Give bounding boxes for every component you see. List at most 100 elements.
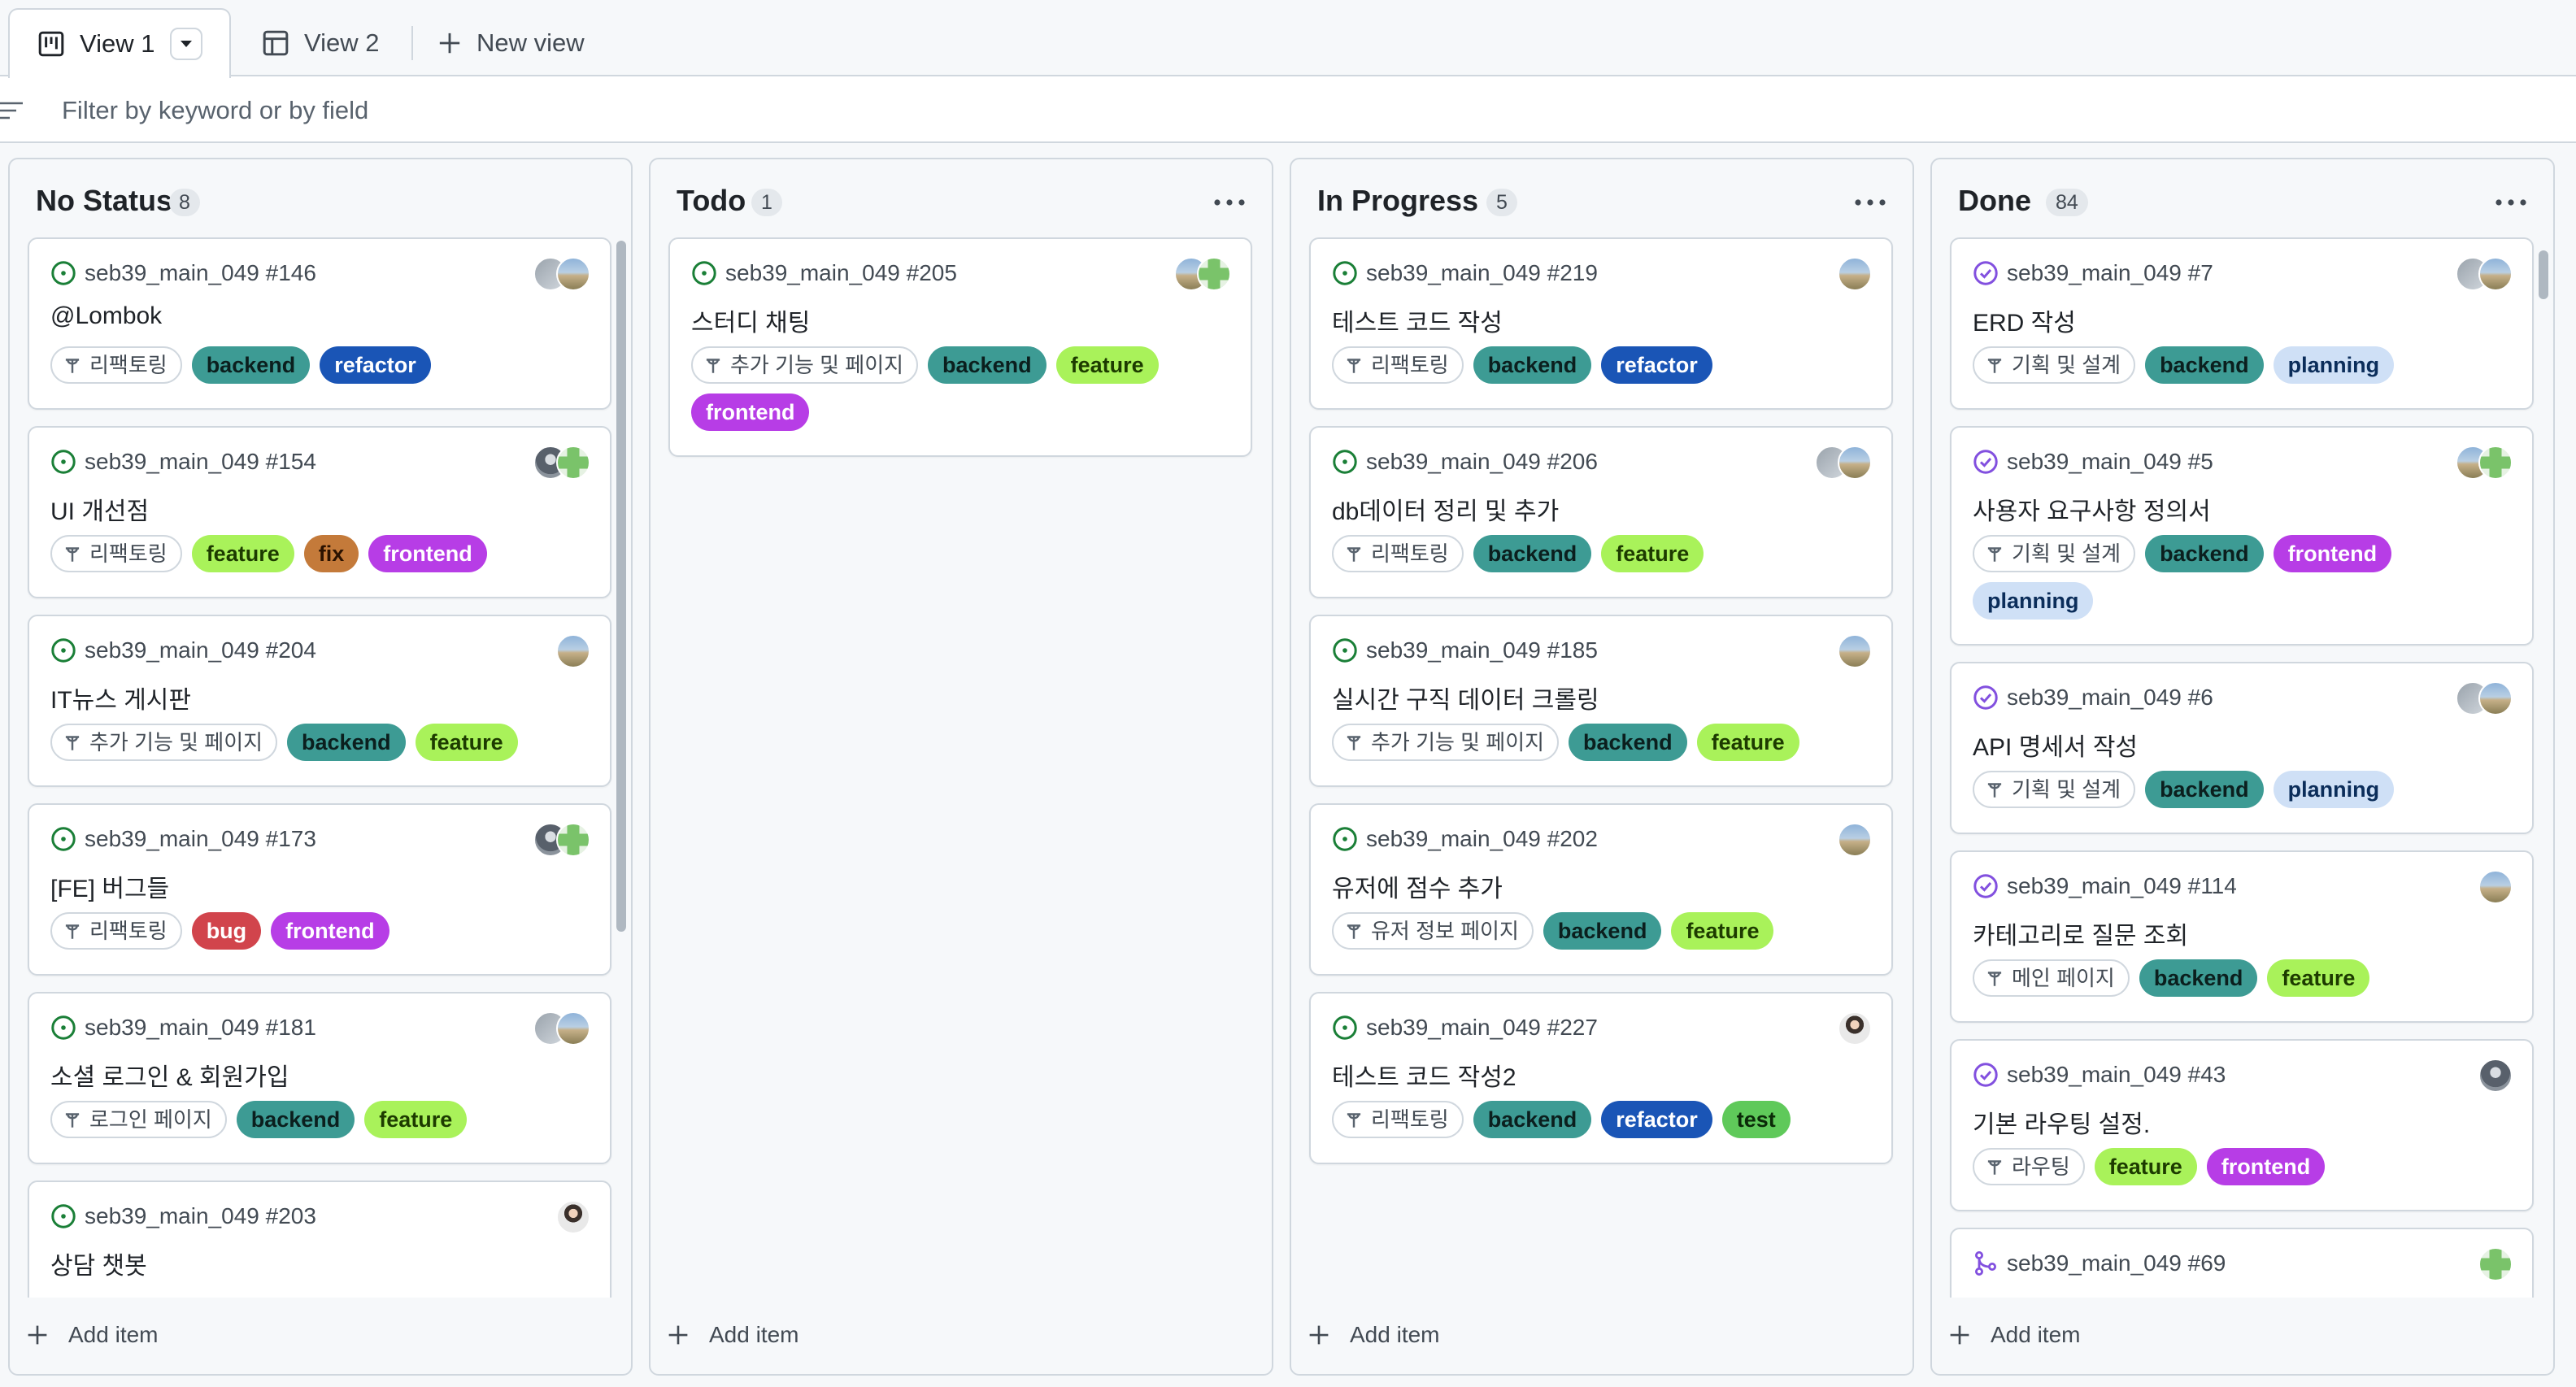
issue-card[interactable]: seb39_main_049 #227 테스트 코드 작성2 리팩토링 backend… bbox=[1309, 992, 1893, 1164]
issue-reference[interactable]: seb39_main_049 #43 bbox=[1973, 1062, 2226, 1088]
issue-reference[interactable]: seb39_main_049 #146 bbox=[50, 260, 316, 286]
label-backend[interactable]: backend bbox=[1473, 1101, 1592, 1138]
label-backend[interactable]: backend bbox=[2139, 959, 2258, 997]
issue-title[interactable]: 스터디 채팅 bbox=[691, 310, 811, 337]
assignee-avatars[interactable] bbox=[2456, 446, 2513, 480]
label-backend[interactable]: backend bbox=[2145, 535, 2264, 572]
issue-reference[interactable]: seb39_main_049 #206 bbox=[1332, 449, 1598, 475]
issue-title[interactable]: [FE] 버그들 bbox=[50, 876, 170, 902]
issue-card[interactable]: seb39_main_049 #202 유저에 점수 추가 유저 정보 페이지 bac… bbox=[1309, 803, 1893, 976]
assignee-avatars[interactable] bbox=[533, 1011, 590, 1046]
assignee-avatars[interactable] bbox=[533, 446, 590, 480]
milestone-pill[interactable]: 기획 및 설계 bbox=[1973, 771, 2136, 808]
issue-title[interactable]: ERD 작성 bbox=[1973, 310, 2076, 337]
issue-title[interactable]: @Lombok bbox=[50, 302, 163, 329]
assignee-avatars[interactable] bbox=[1838, 823, 1872, 857]
milestone-pill[interactable]: 기획 및 설계 bbox=[1973, 346, 2136, 384]
issue-card[interactable]: seb39_main_049 #219 테스트 코드 작성 리팩토링 backend r… bbox=[1309, 237, 1893, 410]
issue-reference[interactable]: seb39_main_049 #205 bbox=[691, 260, 957, 286]
label-backend[interactable]: backend bbox=[928, 346, 1046, 384]
label-frontend[interactable]: frontend bbox=[368, 535, 487, 572]
milestone-pill[interactable]: 로그인 페이지 bbox=[50, 1101, 227, 1138]
label-feature[interactable]: feature bbox=[1601, 535, 1704, 572]
label-planning[interactable]: planning bbox=[2273, 771, 2395, 808]
label-feature[interactable]: feature bbox=[415, 724, 518, 761]
issue-card[interactable]: seb39_main_049 #173 [FE] 버그들 리팩토링 bug fronte… bbox=[28, 803, 611, 976]
label-refactor[interactable]: refactor bbox=[320, 346, 431, 384]
milestone-pill[interactable]: 리팩토링 bbox=[50, 346, 182, 384]
issue-title[interactable]: 유저에 점수 추가 bbox=[1332, 876, 1503, 902]
milestone-pill[interactable]: 메인 페이지 bbox=[1973, 959, 2130, 997]
issue-title[interactable]: IT뉴스 게시판 bbox=[50, 687, 191, 714]
scrollbar[interactable] bbox=[2539, 250, 2548, 299]
assignee-avatars[interactable] bbox=[1838, 634, 1872, 668]
issue-reference[interactable]: seb39_main_049 #181 bbox=[50, 1015, 316, 1041]
milestone-pill[interactable]: 기획 및 설계 bbox=[1973, 535, 2136, 572]
label-frontend[interactable]: frontend bbox=[2273, 535, 2392, 572]
new-view-button[interactable]: New view bbox=[433, 8, 585, 78]
assignee-avatars[interactable] bbox=[556, 1200, 590, 1234]
issue-reference[interactable]: seb39_main_049 #6 bbox=[1973, 685, 2213, 711]
issue-card[interactable]: seb39_main_049 #185 실시간 구직 데이터 크롤링 추가 기능 및… bbox=[1309, 615, 1893, 787]
issue-title[interactable]: UI 개선점 bbox=[50, 498, 150, 525]
issue-reference[interactable]: seb39_main_049 #227 bbox=[1332, 1015, 1598, 1041]
label-frontend[interactable]: frontend bbox=[2206, 1148, 2326, 1185]
issue-title[interactable]: 소셜 로그인 & 회원가입 bbox=[50, 1064, 289, 1091]
column-menu-button[interactable] bbox=[2491, 190, 2530, 215]
issue-card[interactable]: seb39_main_049 #43 기본 라우팅 설정. 라우팅 feature fr… bbox=[1950, 1039, 2534, 1211]
label-backend[interactable]: backend bbox=[2145, 346, 2264, 384]
issue-reference[interactable]: seb39_main_049 #219 bbox=[1332, 260, 1598, 286]
label-frontend[interactable]: frontend bbox=[271, 912, 389, 950]
tab-view-1[interactable]: View 1 bbox=[8, 8, 231, 78]
label-bug[interactable]: bug bbox=[191, 912, 262, 950]
issue-reference[interactable]: seb39_main_049 #7 bbox=[1973, 260, 2213, 286]
issue-reference[interactable]: seb39_main_049 #154 bbox=[50, 449, 316, 475]
milestone-pill[interactable]: 추가 기능 및 페이지 bbox=[50, 724, 278, 761]
scrollbar[interactable] bbox=[616, 241, 626, 932]
label-backend[interactable]: backend bbox=[236, 1101, 355, 1138]
label-refactor[interactable]: refactor bbox=[1601, 346, 1712, 384]
label-backend[interactable]: backend bbox=[1473, 535, 1592, 572]
issue-card[interactable]: seb39_main_049 #154 UI 개선점 리팩토링 feature fix f… bbox=[28, 426, 611, 598]
label-feature[interactable]: feature bbox=[1696, 724, 1799, 761]
milestone-pill[interactable]: 라우팅 bbox=[1973, 1148, 2085, 1185]
issue-card[interactable]: seb39_main_049 #203 상담 챗봇 bbox=[28, 1180, 611, 1298]
issue-card[interactable]: seb39_main_049 #6 API 명세서 작성 기획 및 설계 backen… bbox=[1950, 662, 2534, 834]
milestone-pill[interactable]: 추가 기능 및 페이지 bbox=[691, 346, 919, 384]
label-fix[interactable]: fix bbox=[303, 535, 359, 572]
label-frontend[interactable]: frontend bbox=[691, 393, 810, 431]
issue-title[interactable]: 실시간 구직 데이터 크롤링 bbox=[1332, 687, 1599, 714]
issue-reference[interactable]: seb39_main_049 #203 bbox=[50, 1203, 316, 1229]
issue-title[interactable]: 기본 라우팅 설정. bbox=[1973, 1111, 2151, 1138]
assignee-avatars[interactable] bbox=[2456, 681, 2513, 715]
label-test[interactable]: test bbox=[1721, 1101, 1791, 1138]
issue-card[interactable]: seb39_main_049 #206 db데이터 정리 및 추가 리팩토링 back… bbox=[1309, 426, 1893, 598]
issue-title[interactable]: 테스트 코드 작성2 bbox=[1332, 1064, 1516, 1091]
label-backend[interactable]: backend bbox=[191, 346, 311, 384]
add-item-button[interactable]: Add item bbox=[26, 1315, 159, 1354]
column-menu-button[interactable] bbox=[1851, 190, 1890, 215]
column-menu-button[interactable] bbox=[1210, 190, 1249, 215]
milestone-pill[interactable]: 유저 정보 페이지 bbox=[1332, 912, 1534, 950]
issue-reference[interactable]: seb39_main_049 #202 bbox=[1332, 826, 1598, 852]
label-feature[interactable]: feature bbox=[2094, 1148, 2197, 1185]
label-feature[interactable]: feature bbox=[364, 1101, 468, 1138]
label-feature[interactable]: feature bbox=[1671, 912, 1774, 950]
filter-input[interactable] bbox=[62, 89, 2420, 132]
label-backend[interactable]: backend bbox=[1473, 346, 1592, 384]
issue-card[interactable]: seb39_main_049 #204 IT뉴스 게시판 추가 기능 및 페이지 ba… bbox=[28, 615, 611, 787]
issue-reference[interactable]: seb39_main_049 #69 bbox=[1973, 1250, 2226, 1276]
issue-title[interactable]: API 명세서 작성 bbox=[1973, 734, 2139, 761]
milestone-pill[interactable]: 리팩토링 bbox=[50, 912, 182, 950]
label-backend[interactable]: backend bbox=[1569, 724, 1687, 761]
issue-card[interactable]: seb39_main_049 #5 사용자 요구사항 정의서 기획 및 설계 back… bbox=[1950, 426, 2534, 646]
assignee-avatars[interactable] bbox=[556, 634, 590, 668]
issue-title[interactable]: db데이터 정리 및 추가 bbox=[1332, 498, 1560, 525]
assignee-avatars[interactable] bbox=[1174, 257, 1231, 291]
label-feature[interactable]: feature bbox=[191, 535, 294, 572]
add-item-button[interactable]: Add item bbox=[1308, 1315, 1440, 1354]
assignee-avatars[interactable] bbox=[533, 823, 590, 857]
label-planning[interactable]: planning bbox=[1973, 582, 2094, 620]
